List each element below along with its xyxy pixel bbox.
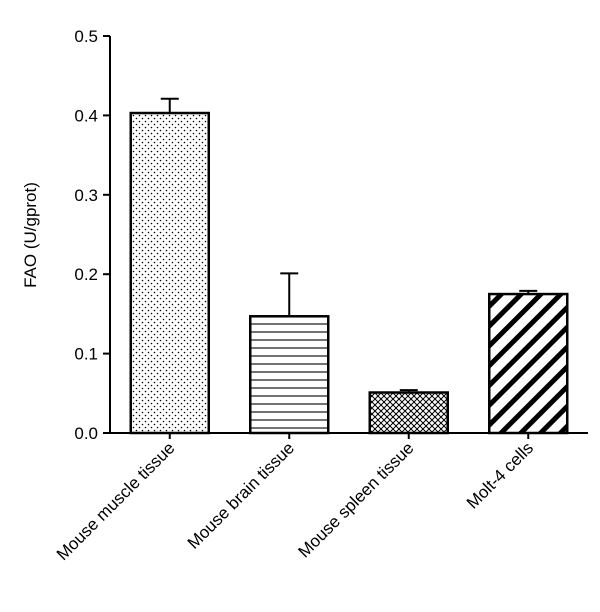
y-tick-label: 0.2 (74, 265, 98, 284)
bar-4 (488, 292, 569, 435)
bar-2 (249, 315, 330, 435)
y-tick-label: 0.3 (74, 186, 98, 205)
y-tick-label: 0.0 (74, 424, 98, 443)
y-axis-title: FAO (U/gprot) (21, 182, 40, 288)
bar-3 (368, 391, 449, 435)
bar-1 (129, 111, 210, 435)
x-category-label: Mouse muscle tissue (53, 438, 179, 564)
y-tick-label: 0.5 (74, 27, 98, 46)
bars-group (129, 111, 569, 435)
category-labels-group: Mouse muscle tissue Mouse brain tissueMou… (53, 438, 537, 564)
y-tick-label: 0.1 (74, 345, 98, 364)
x-category-label: Mouse spleen tissue (295, 438, 418, 561)
y-tick-label: 0.4 (74, 106, 98, 125)
error-bars-group (160, 97, 538, 393)
x-category-label: Molt-4 cells (463, 438, 537, 512)
x-category-label: Mouse brain tissue (184, 438, 298, 552)
y-axis: 0.0 0.1 0.2 0.3 0.4 0.5 (74, 27, 111, 443)
